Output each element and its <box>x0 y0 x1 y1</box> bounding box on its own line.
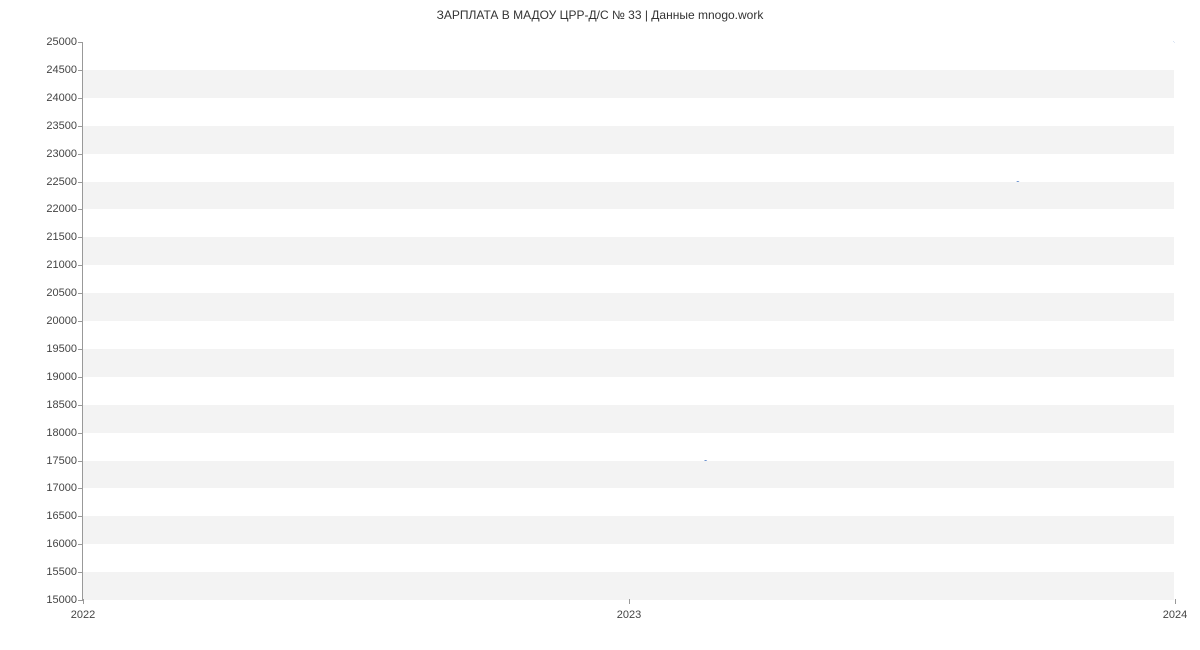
y-tick-label: 21500 <box>46 231 77 243</box>
grid-band <box>83 377 1174 405</box>
grid-band <box>83 265 1174 293</box>
y-tick-mark <box>78 433 83 434</box>
grid-band <box>83 572 1174 600</box>
y-tick-mark <box>78 237 83 238</box>
grid-band <box>83 182 1174 210</box>
grid-band <box>83 461 1174 489</box>
y-tick-mark <box>78 349 83 350</box>
y-tick-label: 16500 <box>46 510 77 522</box>
y-tick-mark <box>78 126 83 127</box>
chart-title: ЗАРПЛАТА В МАДОУ ЦРР-Д/С № 33 | Данные m… <box>0 8 1200 22</box>
y-tick-mark <box>78 265 83 266</box>
y-tick-label: 18500 <box>46 399 77 411</box>
y-tick-mark <box>78 461 83 462</box>
y-tick-mark <box>78 154 83 155</box>
grid-band <box>83 209 1174 237</box>
x-tick-mark <box>83 599 84 604</box>
grid-band <box>83 70 1174 98</box>
grid-band <box>83 126 1174 154</box>
y-tick-mark <box>78 516 83 517</box>
y-tick-mark <box>78 544 83 545</box>
grid-band <box>83 405 1174 433</box>
y-tick-mark <box>78 488 83 489</box>
y-tick-label: 20500 <box>46 287 77 299</box>
y-tick-label: 22500 <box>46 176 77 188</box>
grid-band <box>83 98 1174 126</box>
y-tick-label: 18000 <box>46 427 77 439</box>
x-tick-label: 2024 <box>1163 609 1187 621</box>
grid-band <box>83 544 1174 572</box>
y-tick-mark <box>78 405 83 406</box>
grid-band <box>83 349 1174 377</box>
y-tick-mark <box>78 572 83 573</box>
y-tick-label: 15000 <box>46 594 77 606</box>
y-tick-mark <box>78 182 83 183</box>
y-tick-label: 19500 <box>46 343 77 355</box>
grid-band <box>83 293 1174 321</box>
y-tick-label: 17000 <box>46 482 77 494</box>
x-tick-mark <box>1175 599 1176 604</box>
grid-band <box>83 488 1174 516</box>
y-tick-label: 22000 <box>46 203 77 215</box>
y-tick-label: 19000 <box>46 371 77 383</box>
y-tick-mark <box>78 209 83 210</box>
y-tick-label: 16000 <box>46 538 77 550</box>
grid-band <box>83 433 1174 461</box>
y-tick-label: 17500 <box>46 455 77 467</box>
y-tick-mark <box>78 377 83 378</box>
grid-band <box>83 42 1174 70</box>
y-tick-mark <box>78 293 83 294</box>
grid-band <box>83 237 1174 265</box>
y-tick-label: 24500 <box>46 64 77 76</box>
y-tick-label: 23500 <box>46 120 77 132</box>
y-tick-mark <box>78 98 83 99</box>
y-tick-label: 23000 <box>46 148 77 160</box>
y-tick-mark <box>78 42 83 43</box>
y-tick-label: 21000 <box>46 259 77 271</box>
x-tick-label: 2022 <box>71 609 95 621</box>
plot-area: 1500015500160001650017000175001800018500… <box>82 42 1174 600</box>
x-tick-mark <box>629 599 630 604</box>
y-tick-mark <box>78 321 83 322</box>
x-tick-label: 2023 <box>617 609 641 621</box>
y-tick-label: 25000 <box>46 36 77 48</box>
grid-band <box>83 321 1174 349</box>
grid-band <box>83 516 1174 544</box>
y-tick-label: 15500 <box>46 566 77 578</box>
y-tick-mark <box>78 70 83 71</box>
grid-band <box>83 154 1174 182</box>
y-tick-label: 20000 <box>46 315 77 327</box>
y-tick-label: 24000 <box>46 92 77 104</box>
